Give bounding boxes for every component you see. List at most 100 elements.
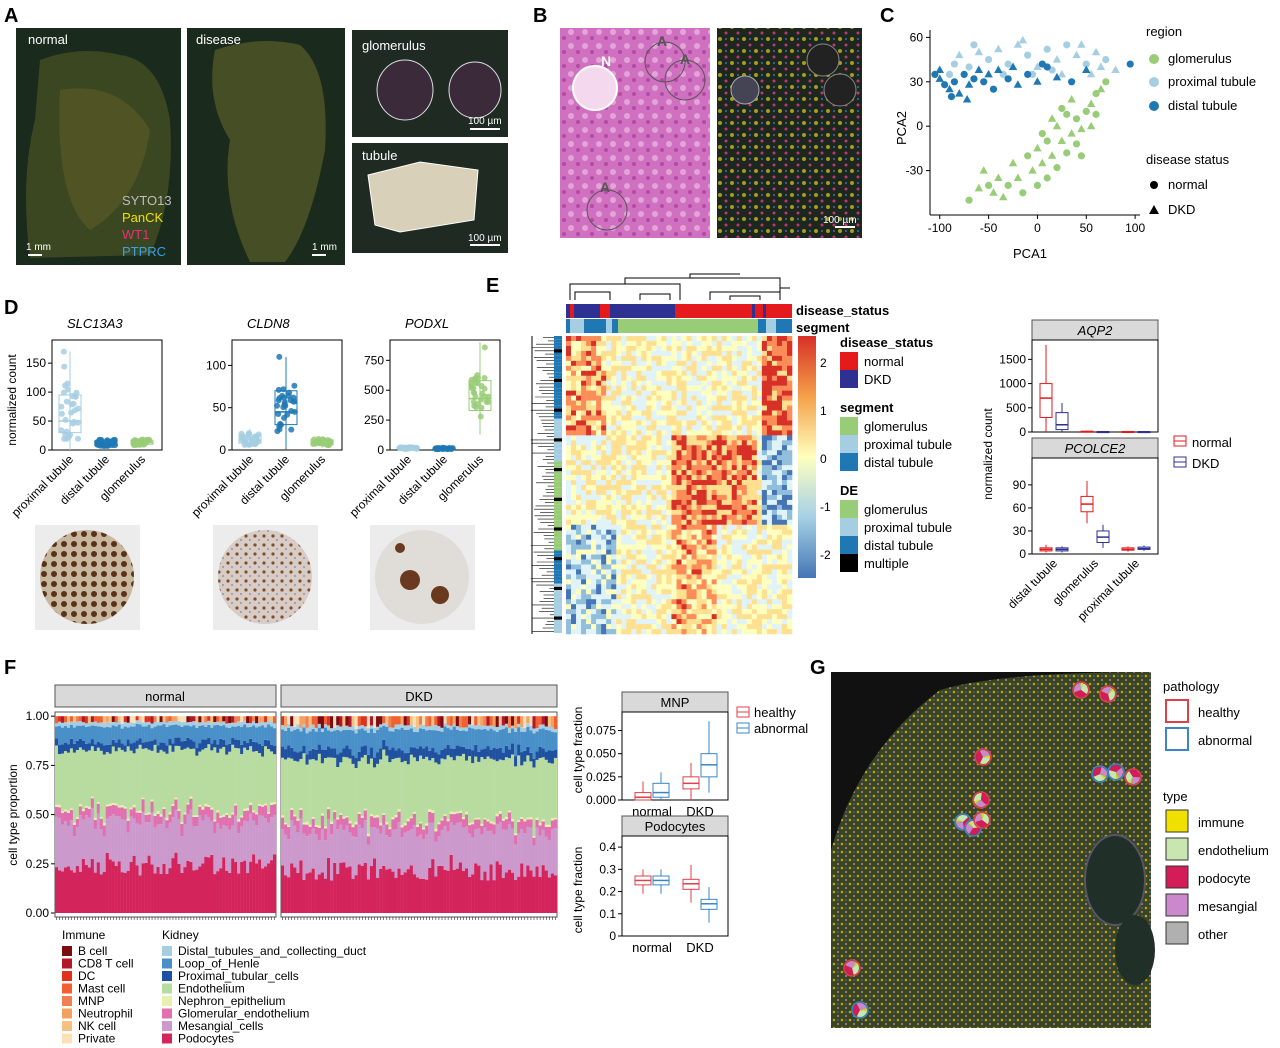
heatmap-cell <box>706 430 712 436</box>
heatmap-cell <box>696 524 702 530</box>
heatmap-cell <box>576 420 582 426</box>
heatmap-cell <box>706 509 712 516</box>
heatmap-cell <box>766 619 773 625</box>
heatmap-cell <box>746 425 753 431</box>
stack-segment <box>385 746 389 756</box>
stack-segment <box>162 724 166 743</box>
heatmap-cell <box>741 485 748 491</box>
heatmap-cell <box>681 465 687 471</box>
heatmap-cell <box>761 415 768 421</box>
stack-segment <box>123 751 127 807</box>
heatmap-cell <box>646 405 652 411</box>
box-jitter-point <box>288 426 295 433</box>
heatmap-cell <box>721 360 728 367</box>
heatmap-cell <box>626 559 632 565</box>
stack-segment <box>320 813 325 816</box>
stack-segment <box>391 759 395 818</box>
pca-point <box>1063 149 1071 157</box>
stack-segment <box>234 716 238 723</box>
stack-segment <box>498 747 502 760</box>
heatmap-cell <box>606 499 612 506</box>
heatmap-cell <box>776 375 783 381</box>
heatmap-cell <box>566 410 572 416</box>
stack-segment <box>483 716 487 726</box>
stack-segment <box>180 741 184 750</box>
stack-segment <box>465 748 469 761</box>
heatmap-cell <box>611 514 617 521</box>
heatmap-cell <box>686 544 692 550</box>
heatmap-cell <box>636 524 642 530</box>
stack-segment <box>72 752 77 823</box>
heatmap-cell <box>726 559 733 565</box>
heatmap-cell <box>711 375 717 381</box>
heatmap-cell <box>596 340 602 347</box>
de-row-bar <box>554 553 562 558</box>
heatmap-cell <box>731 360 738 367</box>
heatmap-cell <box>586 340 592 347</box>
stack-segment <box>348 749 352 759</box>
stack-segment <box>468 823 472 826</box>
stack-segment <box>489 728 493 750</box>
heatmap-cell <box>586 619 592 625</box>
heatmap-cell <box>661 455 667 461</box>
heatmap-cell <box>641 415 647 421</box>
heatmap-cell <box>576 494 582 501</box>
heatmap-cell <box>746 524 753 530</box>
stack-segment <box>458 746 463 757</box>
heatmap-cell <box>756 579 763 585</box>
box-legend-normal: normal <box>1192 435 1232 450</box>
stack-segment <box>258 805 262 815</box>
heatmap-cell <box>631 480 637 486</box>
stack-segment <box>231 814 235 826</box>
stack-segment <box>483 818 487 820</box>
stack-segment <box>363 808 368 811</box>
heatmap-cell <box>741 504 748 511</box>
heatmap-cell <box>641 624 647 630</box>
heatmap-cell <box>726 360 733 367</box>
stack-segment <box>159 814 163 817</box>
stack-segment <box>240 754 244 816</box>
stack-segment <box>174 809 178 853</box>
stack-segment <box>468 716 472 725</box>
heatmap-cell <box>666 430 672 436</box>
pca-point <box>1102 78 1110 86</box>
heatmap-cell <box>576 480 582 486</box>
stack-segment <box>144 813 148 815</box>
stack-segment <box>465 731 469 749</box>
stack-segment <box>323 749 328 759</box>
heatmap-cell <box>581 480 587 486</box>
stack-segment <box>111 804 115 815</box>
heatmap-cell <box>636 336 642 342</box>
heatmap-cell <box>581 440 587 446</box>
heatmap-cell <box>621 440 627 446</box>
heatmap-cell <box>741 480 748 486</box>
heatmap-cell <box>766 584 773 590</box>
stack-segment <box>264 739 268 747</box>
stack-segment <box>210 723 214 728</box>
heatmap-cell <box>726 619 733 625</box>
heatmap-cell <box>626 514 632 521</box>
heatmap-cell <box>636 554 642 560</box>
stack-segment <box>373 732 377 758</box>
heatmap-cell <box>776 564 783 570</box>
heatmap-cell <box>781 614 788 620</box>
heatmap-cell <box>591 395 597 401</box>
heatmap-cell <box>571 509 577 516</box>
heatmap-cell <box>706 614 712 620</box>
heatmap-cell <box>586 360 592 367</box>
heatmap-cell <box>621 509 627 516</box>
heatmap-cell <box>581 604 587 610</box>
pca-point <box>1019 189 1027 197</box>
heatmap-cell <box>746 435 753 441</box>
heatmap-cell <box>751 549 758 555</box>
stack-segment <box>111 803 115 805</box>
heatmap-cell <box>731 475 738 481</box>
stack-segment <box>284 730 288 750</box>
heatmap-cell <box>616 539 622 545</box>
stack-segment <box>409 865 414 913</box>
heatmap-cell <box>611 475 617 481</box>
stack-segment <box>388 762 392 828</box>
heatmap-cell <box>776 350 783 357</box>
stack-segment <box>159 816 163 825</box>
heatmap-cell <box>716 579 722 585</box>
